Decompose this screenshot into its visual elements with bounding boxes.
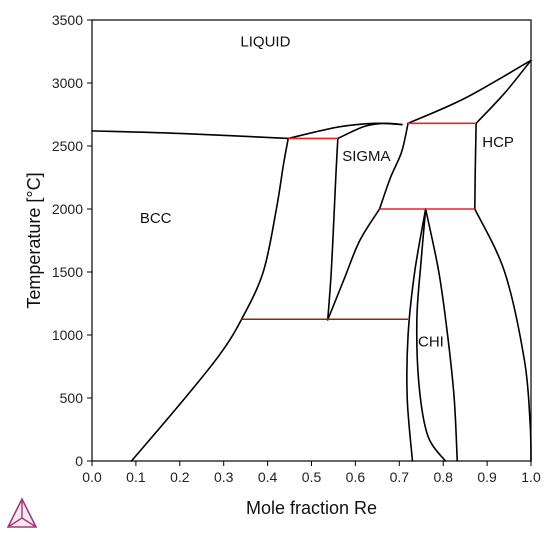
- boundary-bcc-solvus: [130, 137, 290, 462]
- boundary-sigma-bcc-boundary: [326, 137, 339, 321]
- boundary-hcp-solvus: [474, 208, 532, 462]
- y-tick-label: 0: [75, 453, 83, 469]
- phase-label-liquid: LIQUID: [240, 33, 290, 50]
- phase-label-hcp: HCP: [482, 134, 514, 151]
- boundary-sigma-hcp-boundary: [378, 122, 409, 210]
- phase-label-chi: CHI: [418, 333, 444, 350]
- x-tick-label: 0.2: [170, 469, 190, 485]
- boundary-chi-inner: [415, 208, 447, 462]
- phase-label-sigma: SIGMA: [342, 148, 390, 165]
- y-axis-title: Temperature [°C]: [24, 172, 44, 308]
- boundary-chi-left: [406, 208, 427, 462]
- y-tick-label: 1500: [52, 264, 83, 280]
- x-tick-label: 0.1: [126, 469, 146, 485]
- boundary-liquidus-left: [91, 130, 290, 140]
- boundary-sigma-liquidus: [287, 122, 403, 140]
- invariant-tielines: [241, 122, 477, 321]
- x-tick-label: 0.8: [433, 469, 453, 485]
- y-tick-label: 3500: [52, 12, 83, 28]
- y-tick-label: 1000: [52, 327, 83, 343]
- boundary-sigma-left-top: [337, 122, 403, 140]
- boundary-hcp-left: [474, 122, 477, 210]
- x-tick-label: 0.5: [302, 469, 322, 485]
- plot-frame: [91, 19, 532, 462]
- y-tick-label: 3000: [52, 75, 83, 91]
- x-tick-label: 0.9: [477, 469, 497, 485]
- phase-boundaries: [91, 59, 532, 462]
- boundary-sigma-right-lower: [326, 208, 381, 321]
- x-tick-label: 0.4: [258, 469, 278, 485]
- software-logo: [6, 497, 38, 528]
- y-tick-label: 2500: [52, 138, 83, 154]
- phase-labels: LIQUID BCC SIGMA HCP CHI: [140, 33, 514, 350]
- x-axis-ticks: 0.0 0.1 0.2 0.3 0.4 0.5 0.6 0.7 0.8 0.9 1.0: [82, 461, 541, 485]
- boundary-chi-right: [424, 208, 459, 462]
- y-axis-ticks: 0 500 1000 1500 2000 2500 3000 3500: [52, 12, 92, 469]
- y-tick-label: 2000: [52, 201, 83, 217]
- x-tick-label: 0.0: [82, 469, 102, 485]
- y-tick-label: 500: [60, 390, 84, 406]
- phase-label-bcc: BCC: [140, 210, 172, 227]
- boundary-liquidus-right: [407, 59, 532, 125]
- x-tick-label: 1.0: [521, 469, 541, 485]
- x-tick-label: 0.7: [390, 469, 410, 485]
- x-axis-title: Mole fraction Re: [246, 498, 377, 518]
- boundary-hcp-solidus: [475, 59, 532, 125]
- x-tick-label: 0.6: [346, 469, 366, 485]
- x-tick-label: 0.3: [214, 469, 234, 485]
